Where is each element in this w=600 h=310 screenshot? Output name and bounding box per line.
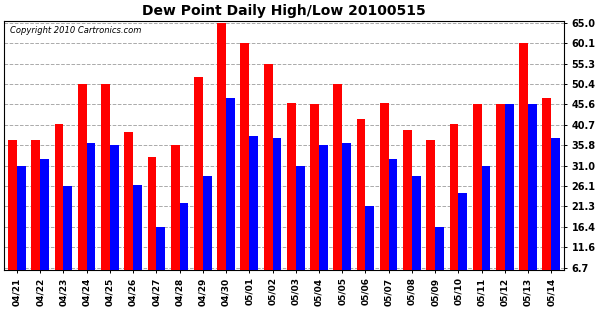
Bar [179, 203, 188, 296]
Bar [435, 227, 444, 296]
Bar [171, 145, 179, 296]
Bar [389, 159, 397, 296]
Bar [427, 140, 435, 296]
Bar [482, 166, 490, 296]
Bar [78, 84, 86, 296]
Bar [133, 184, 142, 296]
Bar [505, 104, 514, 296]
Bar [17, 166, 26, 296]
Bar [110, 145, 119, 296]
Bar [272, 138, 281, 296]
Bar [217, 23, 226, 296]
Bar [380, 103, 389, 296]
Bar [124, 132, 133, 296]
Bar [473, 104, 482, 296]
Bar [249, 136, 258, 296]
Bar [403, 130, 412, 296]
Bar [148, 157, 157, 296]
Bar [449, 124, 458, 296]
Bar [542, 99, 551, 296]
Bar [551, 138, 560, 296]
Bar [86, 143, 95, 296]
Bar [319, 145, 328, 296]
Bar [203, 176, 212, 296]
Bar [296, 166, 305, 296]
Bar [8, 140, 17, 296]
Bar [263, 64, 272, 296]
Bar [365, 206, 374, 296]
Bar [342, 143, 351, 296]
Bar [519, 43, 528, 296]
Bar [157, 227, 165, 296]
Bar [528, 104, 537, 296]
Bar [40, 159, 49, 296]
Bar [356, 119, 365, 296]
Bar [55, 124, 64, 296]
Bar [496, 104, 505, 296]
Bar [101, 84, 110, 296]
Bar [241, 43, 249, 296]
Title: Dew Point Daily High/Low 20100515: Dew Point Daily High/Low 20100515 [142, 4, 426, 18]
Bar [334, 84, 342, 296]
Bar [287, 103, 296, 296]
Bar [458, 193, 467, 296]
Bar [412, 176, 421, 296]
Bar [310, 104, 319, 296]
Text: Copyright 2010 Cartronics.com: Copyright 2010 Cartronics.com [10, 26, 141, 35]
Bar [31, 140, 40, 296]
Bar [226, 99, 235, 296]
Bar [64, 186, 72, 296]
Bar [194, 78, 203, 296]
